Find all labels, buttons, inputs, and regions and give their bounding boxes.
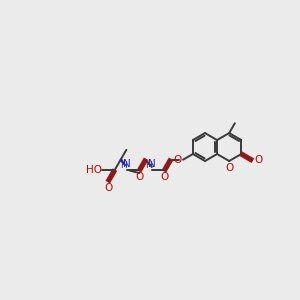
Text: O: O — [160, 172, 169, 182]
Polygon shape — [119, 159, 127, 167]
Text: O: O — [104, 183, 112, 193]
Text: O: O — [254, 155, 263, 165]
Text: H: H — [120, 160, 127, 169]
Text: O: O — [135, 172, 143, 182]
Text: N: N — [123, 159, 131, 169]
Text: O: O — [173, 155, 181, 165]
Text: HO: HO — [85, 166, 102, 176]
Text: H: H — [145, 160, 152, 169]
Text: O: O — [225, 163, 233, 172]
Text: N: N — [148, 159, 156, 169]
